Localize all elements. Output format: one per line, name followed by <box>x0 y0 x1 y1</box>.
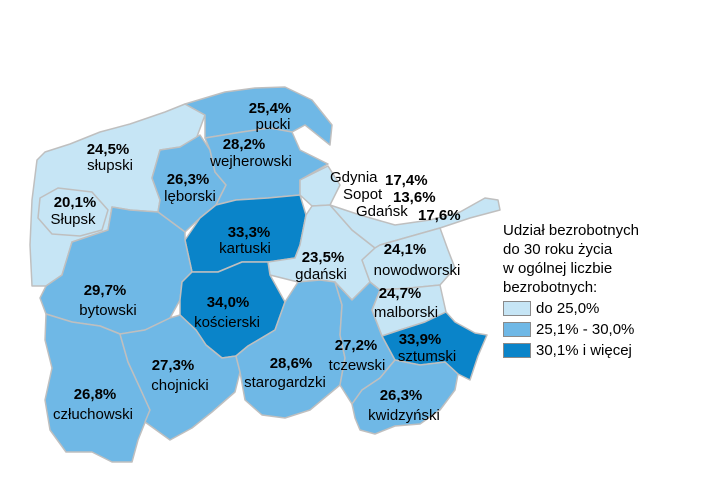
label-name-pucki: pucki <box>255 116 290 133</box>
label-name-starogardzki: starogardzki <box>244 374 326 391</box>
legend-title: Udział bezrobotnych do 30 roku życia w o… <box>503 222 639 296</box>
label-value-leborski: 26,3% <box>167 171 210 188</box>
label-name-kartuski: kartuski <box>219 240 271 257</box>
label-name-kwidzynski: kwidzyński <box>368 407 440 424</box>
label-value-sztumski: 33,9% <box>399 331 442 348</box>
label-value-slupski: 24,5% <box>87 141 130 158</box>
legend-label: 25,1% - 30,0% <box>536 320 635 338</box>
label-name-tczewski: tczewski <box>329 357 386 374</box>
label-value-starogardzki: 28,6% <box>270 355 313 372</box>
label-value-czluchowski: 26,8% <box>74 386 117 403</box>
label-name-slupsk: Słupsk <box>50 211 96 228</box>
label-name-gdanski: gdański <box>295 266 347 283</box>
region-labels: 25,4% pucki 24,5% słupski 28,2% wejherow… <box>50 100 460 424</box>
region-czluchowski <box>44 313 151 463</box>
label-value-nowodworski: 24,1% <box>384 241 427 258</box>
label-name-malborski: malborski <box>374 304 438 321</box>
legend-item: do 25,0% <box>503 298 703 318</box>
label-value-wejherowski: 28,2% <box>223 136 266 153</box>
label-value-kwidzynski: 26,3% <box>380 387 423 404</box>
label-value-koscierski: 34,0% <box>207 294 250 311</box>
region-chojnicki <box>119 314 241 441</box>
label-name-leborski: lęborski <box>164 188 216 205</box>
legend-label: 30,1% i więcej <box>536 341 632 359</box>
label-value-gdansk: 17,6% <box>418 207 461 224</box>
label-value-malborski: 24,7% <box>379 285 422 302</box>
label-value-gdynia: 17,4% <box>385 172 428 189</box>
label-value-kartuski: 33,3% <box>228 224 271 241</box>
label-name-gdynia: Gdynia <box>330 169 378 186</box>
label-value-pucki: 25,4% <box>249 100 292 117</box>
legend-swatch-dark <box>503 342 531 358</box>
label-name-slupski: słupski <box>87 157 133 174</box>
legend-swatch-medium <box>503 321 531 337</box>
label-name-sztumski: sztumski <box>398 348 456 365</box>
label-value-slupsk: 20,1% <box>54 194 97 211</box>
label-name-czluchowski: człuchowski <box>53 406 133 423</box>
region-slupsk <box>37 187 109 237</box>
label-name-nowodworski: nowodworski <box>374 262 461 279</box>
label-value-sopot: 13,6% <box>393 189 436 206</box>
legend-item: 25,1% - 30,0% <box>503 319 703 339</box>
label-value-tczewski: 27,2% <box>335 337 378 354</box>
label-name-wejherowski: wejherowski <box>209 153 292 170</box>
label-value-bytowski: 29,7% <box>84 282 127 299</box>
legend: Udział bezrobotnych do 30 roku życia w o… <box>503 221 703 360</box>
legend-label: do 25,0% <box>536 299 600 317</box>
legend-swatch-light <box>503 300 531 316</box>
label-name-koscierski: kościerski <box>194 314 260 331</box>
region-kwidzynski <box>351 359 459 435</box>
label-name-chojnicki: chojnicki <box>151 377 209 394</box>
label-name-sopot: Sopot <box>343 186 383 203</box>
label-value-gdanski: 23,5% <box>302 249 345 266</box>
label-value-chojnicki: 27,3% <box>152 357 195 374</box>
legend-item: 30,1% i więcej <box>503 340 703 360</box>
label-name-gdansk: Gdańsk <box>356 203 408 220</box>
label-name-bytowski: bytowski <box>79 302 137 319</box>
